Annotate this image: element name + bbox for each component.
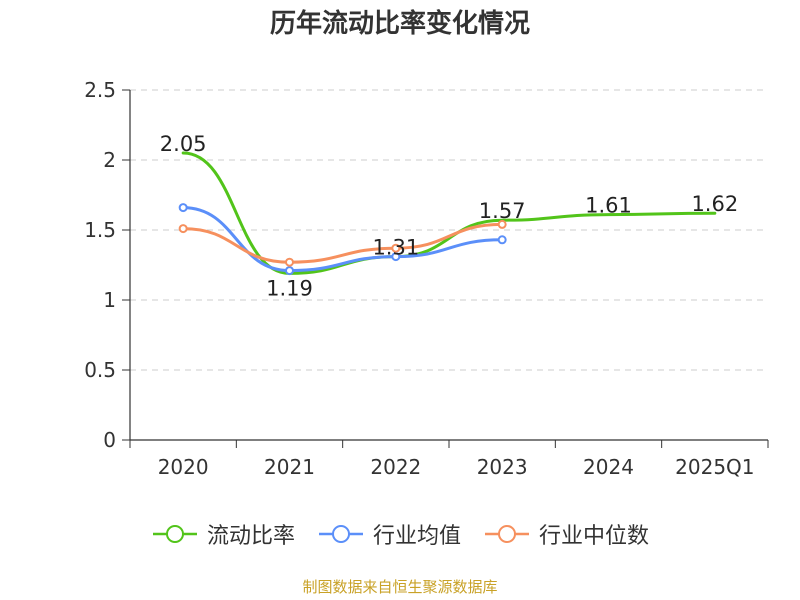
legend-item-current-ratio[interactable]: 流动比率 <box>151 518 295 550</box>
x-tick-label: 2021 <box>264 455 315 479</box>
x-tick-label: 2022 <box>370 455 421 479</box>
source-note: 制图数据来自恒生聚源数据库 <box>302 578 498 596</box>
x-tick-label: 2025Q1 <box>675 455 754 479</box>
series-lines <box>181 151 717 275</box>
y-tick-label: 1.5 <box>84 218 116 242</box>
data-label: 1.31 <box>372 236 419 260</box>
legend-swatch <box>152 525 197 543</box>
legend-swatch <box>485 525 529 543</box>
data-points <box>178 203 507 276</box>
legend-swatch <box>318 525 363 543</box>
x-tick-label: 2020 <box>158 455 209 479</box>
y-tick-label: 2.5 <box>84 78 116 102</box>
series-line <box>181 206 504 273</box>
grid-lines <box>130 89 768 371</box>
data-point <box>391 252 401 262</box>
axes: 0 0.5 1 1.5 2 2.5 2020 2021 2022 2023 2024 2025Q1 <box>84 78 769 479</box>
data-point <box>391 243 401 253</box>
data-point <box>497 219 507 229</box>
legend: 流动比率 行业均值 行业中位数 <box>0 518 800 550</box>
x-tick-label: 2023 <box>477 455 528 479</box>
y-tick-label: 0 <box>103 428 116 452</box>
data-point <box>285 266 294 276</box>
data-label: 1.57 <box>479 199 526 223</box>
data-point <box>285 257 294 267</box>
legend-item-industry-average[interactable]: 行业均值 <box>317 518 461 550</box>
data-point <box>497 235 507 245</box>
data-point <box>178 224 188 234</box>
data-label: 1.19 <box>266 276 313 300</box>
chart-title: 历年流动比率变化情况 <box>269 9 530 39</box>
series-line <box>181 222 504 264</box>
data-labels: 2.05 1.19 1.31 1.57 1.61 1.62 <box>160 132 738 300</box>
legend-item-industry-median[interactable]: 行业中位数 <box>483 518 649 550</box>
data-label: 2.05 <box>160 132 207 156</box>
y-tick-label: 2 <box>103 148 116 172</box>
data-point <box>178 203 188 213</box>
x-tick-label: 2024 <box>583 455 634 479</box>
data-label: 1.61 <box>585 194 632 218</box>
legend-label: 行业中位数 <box>539 524 650 549</box>
series-line <box>181 151 717 275</box>
data-label: 1.62 <box>691 192 738 216</box>
y-tick-label: 0.5 <box>84 358 116 382</box>
legend-label: 行业均值 <box>372 524 461 549</box>
legend-label: 流动比率 <box>206 524 295 549</box>
y-tick-label: 1 <box>103 288 116 312</box>
